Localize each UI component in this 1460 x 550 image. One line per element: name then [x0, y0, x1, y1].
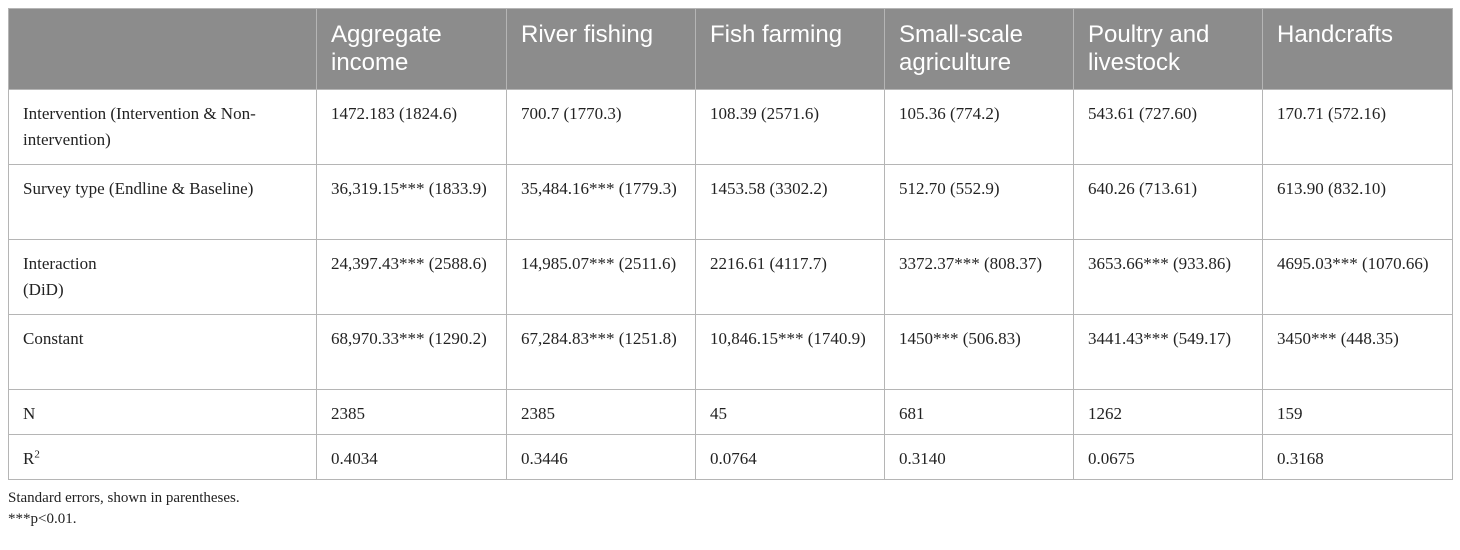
table-cell: 543.61 (727.60) — [1073, 89, 1263, 165]
table-cell: 2216.61 (4117.7) — [695, 239, 885, 315]
table-cell: 36,319.15*** (1833.9) — [316, 164, 507, 240]
table-cell: 3441.43*** (549.17) — [1073, 314, 1263, 390]
table-cell: 1450*** (506.83) — [884, 314, 1074, 390]
header-cell-fish-farming: Fish farming — [695, 8, 885, 90]
row-label-n: N — [8, 389, 317, 435]
row-label-r-squared-base: R — [23, 449, 35, 468]
table-cell: 10,846.15*** (1740.9) — [695, 314, 885, 390]
row-label-interaction-line2: (DiD) — [23, 280, 64, 299]
table-cell: 1472.183 (1824.6) — [316, 89, 507, 165]
table-cell: 3450*** (448.35) — [1262, 314, 1453, 390]
table-cell: 0.3140 — [884, 434, 1074, 480]
table-cell: 68,970.33*** (1290.2) — [316, 314, 507, 390]
row-label-survey-type: Survey type (Endline & Baseline) — [8, 164, 317, 240]
table-cell: 1262 — [1073, 389, 1263, 435]
table-row: Survey type (Endline & Baseline) 36,319.… — [8, 164, 1453, 240]
row-label-constant: Constant — [8, 314, 317, 390]
header-cell-empty — [8, 8, 317, 90]
table-note-standard-errors: Standard errors, shown in parentheses. — [8, 490, 240, 506]
table-note-significance: ***p<0.01. — [8, 511, 77, 527]
row-label-r-squared-superscript: 2 — [34, 448, 40, 461]
table-cell: 14,985.07*** (2511.6) — [506, 239, 696, 315]
table-row: Intervention (Intervention & Non-interve… — [8, 89, 1453, 165]
table-cell: 3372.37*** (808.37) — [884, 239, 1074, 315]
table-cell: 700.7 (1770.3) — [506, 89, 696, 165]
table-cell: 0.0764 — [695, 434, 885, 480]
table-cell: 2385 — [506, 389, 696, 435]
table-cell: 4695.03*** (1070.66) — [1262, 239, 1453, 315]
table-cell: 3653.66*** (933.86) — [1073, 239, 1263, 315]
row-label-interaction-line1: Interaction — [23, 254, 97, 273]
table-cell: 67,284.83*** (1251.8) — [506, 314, 696, 390]
table-cell: 108.39 (2571.6) — [695, 89, 885, 165]
table-cell: 45 — [695, 389, 885, 435]
table-cell: 2385 — [316, 389, 507, 435]
table-row: Interaction (DiD) 24,397.43*** (2588.6) 1… — [8, 239, 1453, 315]
table-cell: 170.71 (572.16) — [1262, 89, 1453, 165]
table-cell: 105.36 (774.2) — [884, 89, 1074, 165]
table-cell: 0.3168 — [1262, 434, 1453, 480]
header-cell-handcrafts: Handcrafts — [1262, 8, 1453, 90]
row-label-interaction: Interaction (DiD) — [8, 239, 317, 315]
table-row: N 2385 2385 45 681 1262 159 — [8, 389, 1453, 435]
header-cell-aggregate-income: Aggregate income — [316, 8, 507, 90]
header-cell-poultry-and-livestock: Poultry and livestock — [1073, 8, 1263, 90]
header-cell-small-scale-agriculture: Small-scale agriculture — [884, 8, 1074, 90]
row-label-intervention: Intervention (Intervention & Non-interve… — [8, 89, 317, 165]
table-cell: 640.26 (713.61) — [1073, 164, 1263, 240]
row-label-r-squared: R2 — [8, 434, 317, 480]
table-cell: 0.3446 — [506, 434, 696, 480]
table-cell: 0.0675 — [1073, 434, 1263, 480]
table-cell: 681 — [884, 389, 1074, 435]
regression-table: Aggregate income River fishing Fish farm… — [8, 8, 1453, 480]
regression-table-container: Aggregate income River fishing Fish farm… — [8, 8, 1453, 530]
table-cell: 512.70 (552.9) — [884, 164, 1074, 240]
table-row: Constant 68,970.33*** (1290.2) 67,284.83… — [8, 314, 1453, 390]
header-row: Aggregate income River fishing Fish farm… — [8, 8, 1453, 90]
table-cell: 35,484.16*** (1779.3) — [506, 164, 696, 240]
table-cell: 0.4034 — [316, 434, 507, 480]
table-row: R2 0.4034 0.3446 0.0764 0.3140 0.0675 0.… — [8, 434, 1453, 480]
table-cell: 24,397.43*** (2588.6) — [316, 239, 507, 315]
table-cell: 159 — [1262, 389, 1453, 435]
table-cell: 1453.58 (3302.2) — [695, 164, 885, 240]
header-cell-river-fishing: River fishing — [506, 8, 696, 90]
table-notes: Standard errors, shown in parentheses. *… — [8, 488, 1452, 530]
table-cell: 613.90 (832.10) — [1262, 164, 1453, 240]
